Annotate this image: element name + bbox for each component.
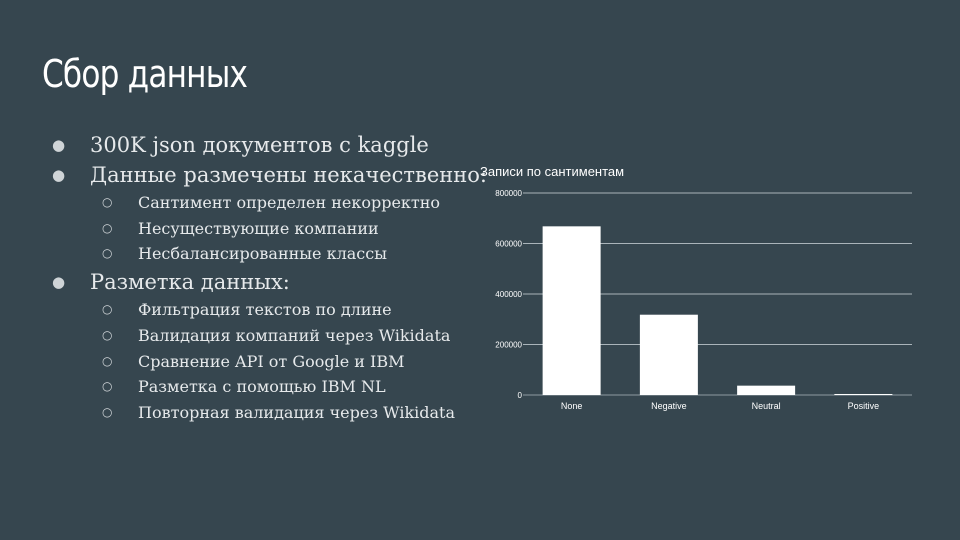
y-tick-label: 600000 (495, 240, 522, 249)
bullet-item: Данные размечены некачественно: (52, 160, 487, 190)
chart-title: Записи по сантиментам (480, 164, 624, 179)
slide-title: Сбор данных (42, 52, 248, 96)
y-tick-label: 400000 (495, 290, 522, 299)
x-tick-label: Positive (848, 401, 880, 411)
bar-positive (834, 393, 893, 395)
y-tick-label: 0 (518, 391, 523, 400)
sub-bullet-item: Валидация компаний через Wikidata (52, 323, 487, 349)
bar-none (542, 226, 601, 395)
sub-bullet-item: Сравнение API от Google и IBM (52, 349, 487, 375)
bullet-item: Разметка данных: (52, 267, 487, 297)
sub-bullet-item: Повторная валидация через Wikidata (52, 400, 487, 426)
sub-bullet-item: Несбалансированные классы (52, 241, 487, 267)
sentiment-bar-chart: Записи по сантиментам 0 200000 400000 60000… (480, 164, 912, 411)
bullet-list: 300K json документов с kaggleДанные разм… (52, 130, 487, 426)
x-tick-label: Neutral (752, 401, 781, 411)
bar-neutral (737, 385, 796, 395)
sub-bullet-item: Фильтрация текстов по длине (52, 297, 487, 323)
bullet-item: 300K json документов с kaggle (52, 130, 487, 160)
sub-bullet-item: Разметка с помощью IBM NL (52, 374, 487, 400)
x-tick-label: None (561, 401, 583, 411)
bar-negative (639, 314, 698, 395)
sub-bullet-item: Несуществующие компании (52, 216, 487, 242)
sub-bullet-item: Сантимент определен некорректно (52, 190, 487, 216)
y-tick-label: 800000 (495, 189, 522, 198)
x-tick-label: Negative (651, 401, 687, 411)
y-tick-label: 200000 (495, 341, 522, 350)
